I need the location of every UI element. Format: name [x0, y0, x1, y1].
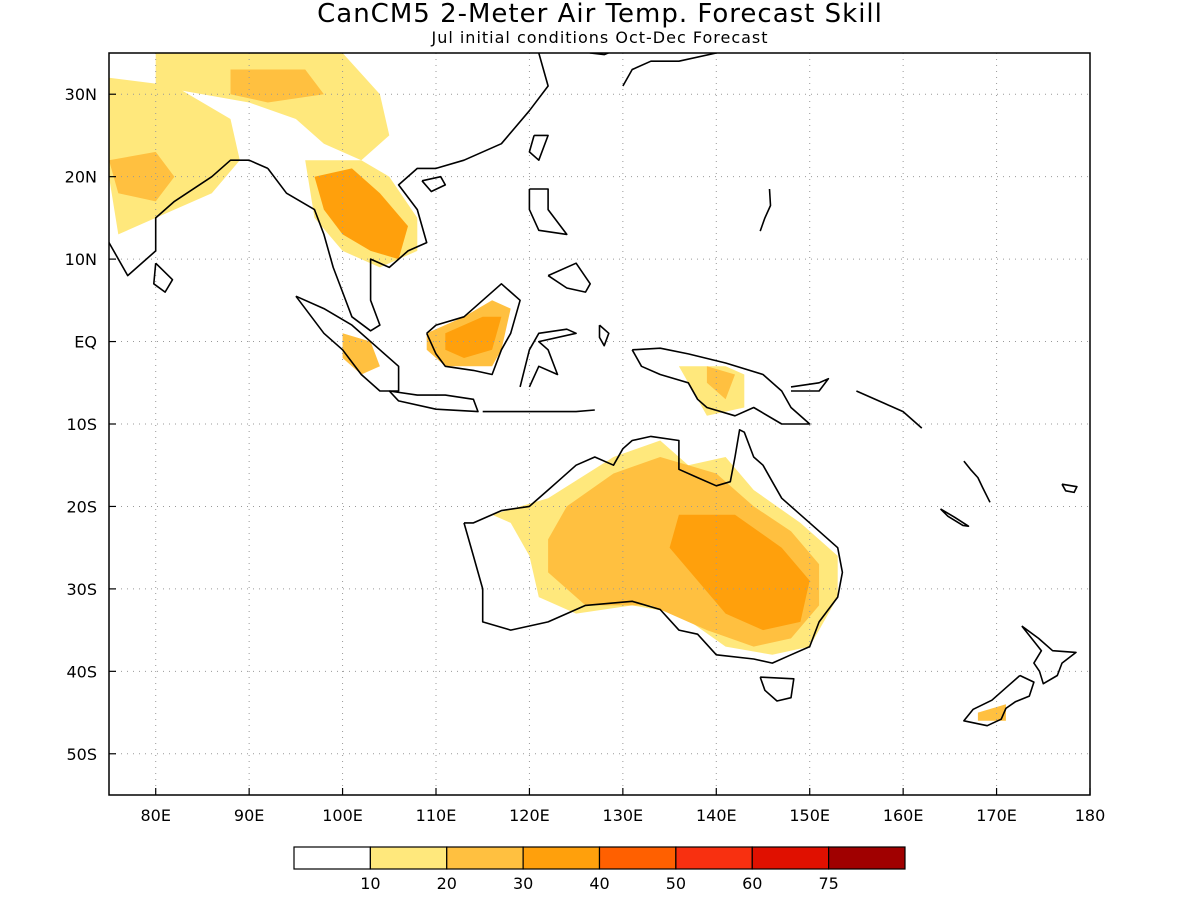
coast-borneo	[425, 282, 521, 376]
colorbar-label: 10	[360, 874, 380, 893]
colorbar-swatch	[598, 846, 677, 870]
coast-hainan	[421, 175, 447, 193]
colorbar-swatch	[446, 846, 524, 870]
coast-australia	[463, 428, 844, 664]
skill-region-borneo-core	[445, 316, 502, 358]
y-tick-label: 10S	[66, 415, 97, 434]
skill-shading-layer	[109, 53, 1006, 721]
skill-region-tibet-china	[155, 53, 390, 161]
x-tick-label: 180	[1075, 806, 1106, 825]
coast-java	[388, 390, 479, 413]
y-tick-label: 30N	[65, 85, 97, 104]
coast-halmahera	[598, 324, 610, 347]
coast-sri-lanka	[153, 262, 174, 293]
skill-region-new-zealand-south	[977, 704, 1006, 721]
colorbar-label: 75	[818, 874, 838, 893]
coast-korea	[589, 53, 611, 56]
colorbar-swatch	[293, 846, 371, 870]
y-tick-label: 10N	[65, 250, 97, 269]
y-tick-label: 20S	[66, 497, 97, 516]
longitude-ticks: 80E 90E 100E 110E 120E 130E 140E 150E 160E 170E 18…	[140, 788, 1105, 825]
coast-fiji	[1061, 483, 1078, 494]
coast-new-britain	[790, 377, 830, 392]
latitude-ticks: 30N 20N 10N EQ 10S 20S 30S 40S 50S	[65, 85, 116, 764]
x-tick-label: 80E	[140, 806, 170, 825]
x-tick-label: 110E	[416, 806, 457, 825]
map-title: CanCM5 2-Meter Air Temp. Forecast Skill	[317, 0, 883, 29]
x-tick-label: 170E	[976, 806, 1017, 825]
coast-mindanao	[547, 262, 592, 293]
colorbar-label: 60	[742, 874, 762, 893]
colorbar-label: 40	[589, 874, 609, 893]
colorbar-swatch	[675, 846, 753, 870]
coast-new-caledonia	[939, 508, 970, 528]
x-tick-label: 120E	[509, 806, 550, 825]
x-tick-label: 160E	[883, 806, 924, 825]
colorbar-swatch	[369, 846, 448, 870]
coast-sumatra	[295, 295, 400, 392]
y-tick-label: EQ	[74, 333, 97, 352]
y-tick-label: 50S	[66, 745, 97, 764]
colorbar-swatch	[828, 846, 906, 870]
y-tick-label: 20N	[65, 168, 97, 187]
coast-lesser-sunda	[482, 409, 595, 413]
colorbar: 10 20 30 40 50 60 75	[293, 846, 906, 893]
skill-region-india-north	[109, 77, 240, 235]
coast-se-asia	[267, 53, 549, 332]
coast-solomons	[856, 390, 923, 429]
x-tick-label: 140E	[696, 806, 737, 825]
gridlines	[109, 53, 1090, 795]
coast-marianas	[759, 188, 772, 232]
coastlines	[109, 53, 1078, 727]
colorbar-label: 20	[437, 874, 457, 893]
skill-region-india-core	[109, 151, 175, 202]
colorbar-swatch	[751, 846, 830, 870]
coast-vanuatu	[963, 460, 991, 503]
x-tick-label: 90E	[234, 806, 264, 825]
coast-nz-south	[963, 674, 1035, 727]
colorbar-swatch	[522, 846, 601, 870]
skill-region-australia-core	[669, 514, 810, 631]
skill-region-sumatra	[342, 333, 380, 375]
coast-luzon	[528, 188, 568, 236]
coast-taiwan	[528, 134, 549, 161]
coast-tasmania	[759, 676, 795, 702]
coast-new-guinea	[631, 347, 811, 425]
x-tick-label: 150E	[789, 806, 830, 825]
plot-frame	[108, 52, 1091, 796]
y-tick-label: 30S	[66, 580, 97, 599]
skill-region-indochina-core	[314, 168, 408, 260]
skill-region-new-guinea-core	[706, 366, 735, 400]
y-tick-label: 40S	[66, 662, 97, 681]
coast-india	[109, 159, 269, 277]
coast-sulawesi	[519, 328, 577, 388]
colorbar-label: 50	[666, 874, 686, 893]
coast-nz-north	[1021, 625, 1077, 685]
x-tick-label: 100E	[322, 806, 363, 825]
coast-japan	[622, 53, 718, 87]
colorbar-label: 30	[513, 874, 533, 893]
map-subtitle: Jul initial conditions Oct-Dec Forecast	[431, 28, 769, 47]
x-tick-label: 130E	[603, 806, 644, 825]
